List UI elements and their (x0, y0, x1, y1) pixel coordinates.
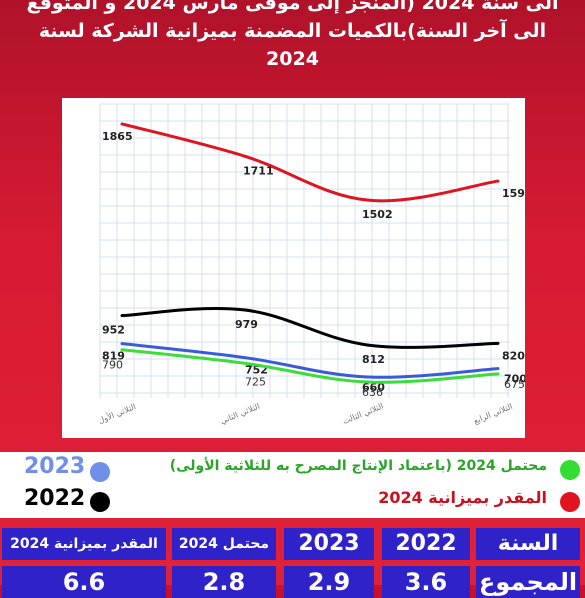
data-label: 1711 (243, 164, 274, 177)
line-chart: 1865171115021593952979812820819752660700… (97, 103, 525, 426)
data-label: 819 (102, 350, 125, 363)
table-header-2023: 2023 (284, 528, 374, 560)
summary-table: السنة 2022 2023 محتمل 2024 المقدر بميزان… (0, 520, 585, 598)
table-header-year: السنة (476, 528, 580, 560)
x-tick-label: الثلاثي الثالث (341, 401, 384, 425)
chart-panel: 1865171115021593952979812820819752660700… (62, 98, 525, 438)
title-line-1: الى سنة 2024 (المنجز إلى موفى مارس 2024 … (26, 0, 559, 14)
series-point (243, 361, 247, 365)
series-point (366, 343, 370, 347)
data-label: 636 (362, 386, 383, 399)
series-point (366, 375, 370, 379)
legend-label-red: المقدر بميزانية 2024 (378, 488, 547, 507)
series-point (496, 372, 500, 376)
table-value-probable-2024: 2.8 (172, 566, 276, 598)
series-point (120, 348, 124, 352)
table-value-budget-2024: 6.6 (2, 566, 166, 598)
data-label: 700 (504, 373, 525, 386)
data-label: 1593 (502, 187, 525, 200)
title-line-3: 2024 (266, 48, 319, 70)
data-label: 725 (245, 375, 266, 388)
series-line-0 (121, 122, 499, 203)
data-label: 979 (235, 318, 258, 331)
table-header-budget-2024: المقدر بميزانية 2024 (2, 528, 166, 560)
x-tick-label: الثلاثي الثاني (219, 402, 261, 426)
series-point (496, 367, 500, 371)
legend-label-green: محتمل 2024 (باعتماد الإنتاج المصرح به لل… (169, 458, 547, 474)
data-label: 820 (502, 349, 525, 362)
series-point (496, 179, 500, 183)
legend-swatch-black (90, 492, 110, 512)
series-point (496, 341, 500, 345)
table-value-2022: 3.6 (382, 566, 470, 598)
x-tick-label: الثلاثي الرابع (472, 402, 513, 426)
series-point (120, 122, 124, 126)
series-point (243, 308, 247, 312)
data-label: 1865 (102, 130, 133, 143)
data-label: 1502 (362, 208, 393, 221)
series-point (243, 356, 247, 360)
table-row-label: المجموع (476, 566, 580, 598)
table-header-2022: 2022 (382, 528, 470, 560)
table-value-2023: 2.9 (284, 566, 374, 598)
data-label: 660 (362, 381, 385, 394)
chart-title: الى سنة 2024 (المنجز إلى موفى مارس 2024 … (0, 0, 585, 96)
series-point (120, 342, 124, 346)
legend-swatch-green (560, 460, 580, 480)
legend-swatch-red (560, 492, 580, 512)
title-line-2: الى آخر السنة)بالكميات المضمنة بميزانية … (38, 20, 547, 42)
data-label: 952 (102, 324, 125, 337)
legend-label-black: 2022 (24, 486, 86, 511)
legend: محتمل 2024 (باعتماد الإنتاج المصرح به لل… (0, 452, 585, 518)
data-label: 790 (102, 359, 123, 372)
legend-swatch-blue (90, 462, 110, 482)
data-label: 675 (504, 378, 525, 391)
series-point (243, 154, 247, 158)
table-header-probable-2024: محتمل 2024 (172, 528, 276, 560)
series-point (120, 314, 124, 318)
x-tick-label: الثلاثي الأول (97, 401, 138, 425)
series-line-1 (121, 307, 499, 349)
legend-label-blue: 2023 (24, 454, 86, 479)
series-point (366, 380, 370, 384)
series-line-3 (121, 348, 499, 384)
series-point (366, 198, 370, 202)
series-line-2 (121, 342, 499, 379)
data-label: 812 (362, 353, 385, 366)
